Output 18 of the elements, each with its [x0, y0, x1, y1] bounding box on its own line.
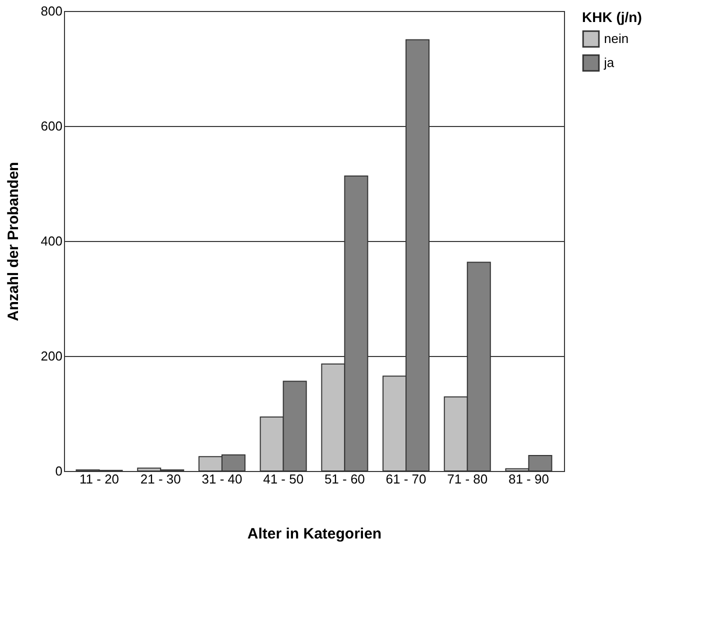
- y-tick-label: 0: [55, 464, 62, 478]
- y-axis-title: Anzahl der Probanden: [4, 162, 22, 322]
- y-tick-label: 400: [40, 234, 62, 248]
- x-tick-label: 61 - 70: [386, 472, 426, 486]
- x-tick-label: 31 - 40: [202, 472, 242, 486]
- y-tick-label: 200: [40, 348, 62, 364]
- x-tick-label: 21 - 30: [140, 472, 181, 486]
- legend-label: ja: [603, 55, 615, 70]
- x-tick-label: 51 - 60: [324, 472, 365, 486]
- legend-label: nein: [604, 31, 629, 46]
- y-tick-label: 600: [40, 118, 62, 134]
- x-tick-label: 11 - 20: [80, 472, 120, 486]
- legend-title: KHK (j/n): [582, 9, 642, 25]
- x-tick-label: 81 - 90: [508, 472, 549, 486]
- x-axis-title: Alter in Kategorien: [247, 526, 382, 542]
- y-tick-label: 800: [40, 4, 62, 18]
- x-tick-label: 71 - 80: [447, 472, 488, 486]
- x-tick-label: 41 - 50: [263, 472, 304, 486]
